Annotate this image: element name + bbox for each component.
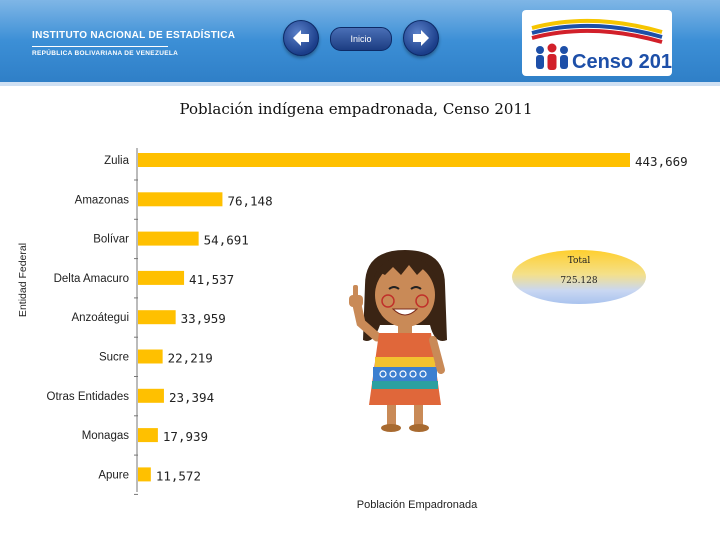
arrow-right-icon: [413, 30, 429, 46]
header-stripe: [0, 82, 720, 86]
bar-apure: [138, 467, 151, 482]
category-label: Sucre: [99, 352, 129, 364]
bar-zulia: [138, 153, 630, 167]
category-label: Apure: [98, 469, 129, 481]
header-banner: INSTITUTO NACIONAL DE ESTADÍSTICA REPÚBL…: [0, 0, 720, 82]
previous-button[interactable]: [283, 20, 319, 56]
category-label: Bolívar: [93, 234, 129, 246]
next-button[interactable]: [403, 20, 439, 56]
bar-delta-amacuro: [138, 270, 185, 285]
ine-divider: [32, 46, 168, 47]
bar-sucre: [138, 349, 163, 364]
data-label: 17,939: [163, 429, 208, 444]
bar-amazonas: [138, 192, 223, 207]
data-label: 54,691: [204, 233, 249, 248]
data-label: 76,148: [227, 193, 272, 208]
censo-logo-text: Censo 2011: [572, 51, 672, 73]
category-label: Otras Entidades: [47, 391, 130, 403]
inicio-button[interactable]: Inicio: [330, 27, 392, 51]
category-label: Zulia: [104, 155, 130, 167]
censo-2011-logo: Censo 2011: [522, 10, 672, 76]
ine-logo: INSTITUTO NACIONAL DE ESTADÍSTICA REPÚBL…: [32, 24, 235, 66]
data-label: 41,537: [189, 272, 234, 287]
ine-country: REPÚBLICA BOLIVARIANA DE VENEZUELA: [32, 50, 179, 57]
data-label: 443,669: [635, 154, 688, 169]
bar-otras-entidades: [138, 388, 164, 403]
total-label: Total: [567, 256, 591, 266]
total-badge: [512, 250, 646, 304]
indigenous-girl-illustration: [349, 250, 447, 432]
bar-bol-var: [138, 231, 199, 246]
category-label: Amazonas: [75, 194, 130, 206]
bar-monagas: [138, 428, 158, 443]
data-label: 33,959: [181, 311, 226, 326]
data-label: 23,394: [169, 390, 214, 405]
data-label: 22,219: [168, 351, 213, 366]
total-value: 725.128: [560, 276, 598, 286]
data-label: 11,572: [156, 468, 201, 483]
x-axis-title: Población Empadronada: [357, 499, 478, 511]
arrow-left-icon: [293, 30, 309, 46]
ine-name: INSTITUTO NACIONAL DE ESTADÍSTICA: [32, 30, 236, 41]
category-label: Delta Amacuro: [54, 273, 129, 285]
y-axis-title: Entidad Federal: [17, 243, 29, 317]
chart-title: Población indígena empadronada, Censo 20…: [179, 100, 533, 118]
category-label: Anzoátegui: [71, 312, 129, 324]
category-label: Monagas: [82, 430, 130, 442]
bar-anzo-tegui: [138, 310, 176, 325]
